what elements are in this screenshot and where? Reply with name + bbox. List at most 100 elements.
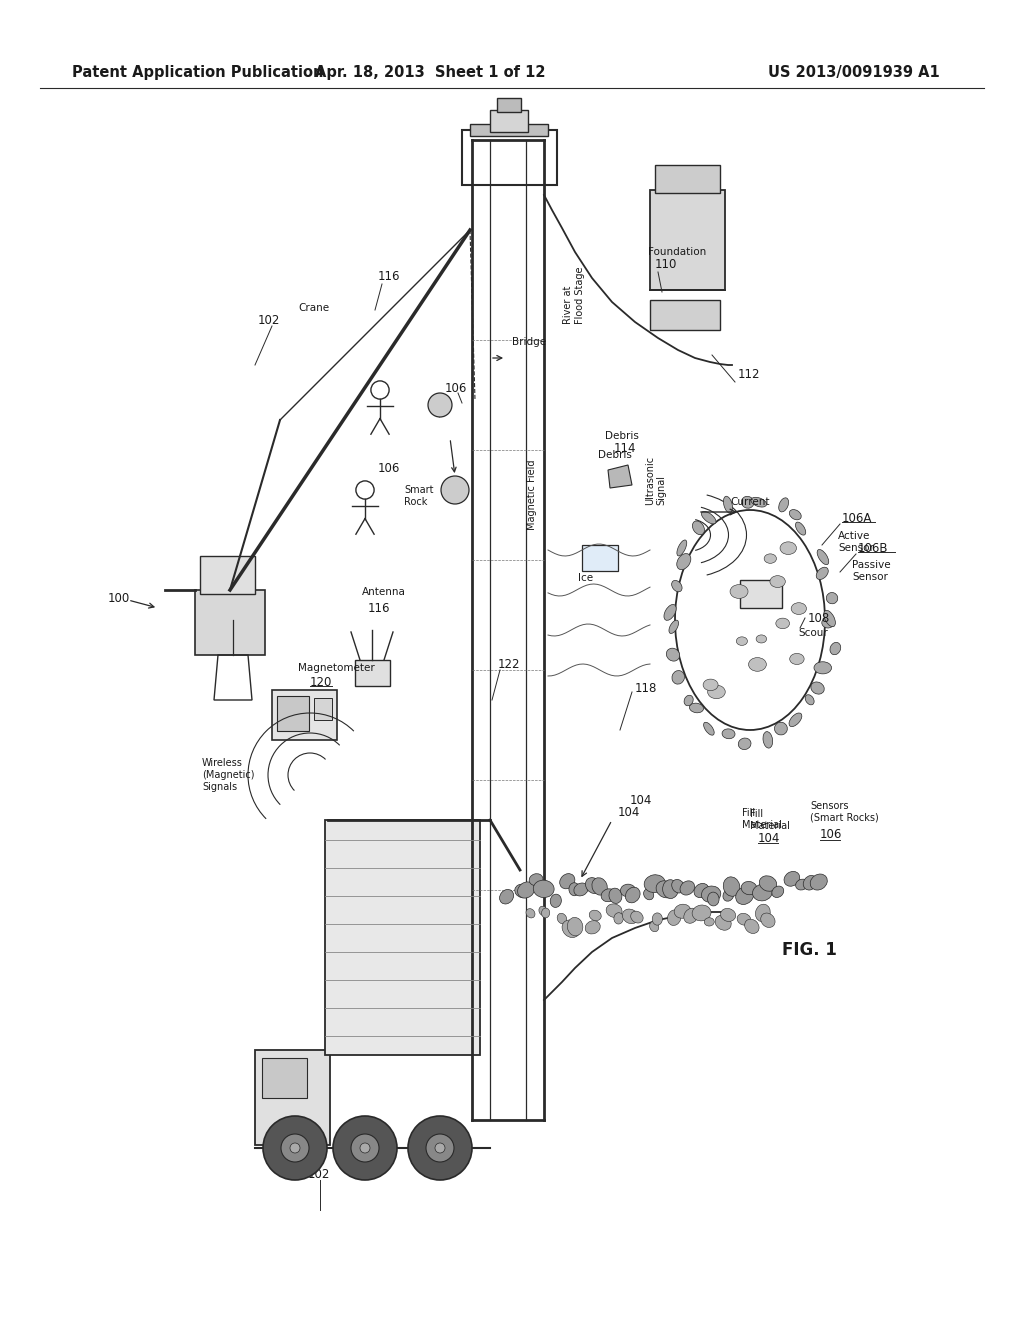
Circle shape	[441, 477, 469, 504]
Ellipse shape	[776, 618, 790, 628]
Ellipse shape	[759, 875, 777, 891]
Ellipse shape	[817, 549, 828, 565]
Text: Sensor: Sensor	[852, 572, 888, 582]
Ellipse shape	[790, 713, 802, 726]
Ellipse shape	[500, 890, 514, 904]
Ellipse shape	[735, 887, 754, 904]
Text: Active: Active	[838, 531, 870, 541]
Ellipse shape	[585, 920, 600, 935]
Text: Wireless
(Magnetic)
Signals: Wireless (Magnetic) Signals	[202, 759, 255, 792]
Ellipse shape	[623, 909, 638, 924]
Ellipse shape	[763, 731, 773, 748]
Ellipse shape	[721, 908, 735, 921]
Text: Fill
Material: Fill Material	[742, 808, 782, 829]
Ellipse shape	[830, 643, 841, 655]
Ellipse shape	[784, 871, 800, 886]
Text: 106: 106	[445, 381, 467, 395]
Ellipse shape	[677, 540, 687, 556]
Text: 118: 118	[635, 681, 657, 694]
Ellipse shape	[701, 511, 716, 524]
Text: 102: 102	[308, 1168, 331, 1181]
Ellipse shape	[644, 875, 666, 892]
Bar	[740, 579, 782, 609]
Circle shape	[428, 393, 452, 417]
Ellipse shape	[761, 913, 775, 928]
Ellipse shape	[778, 498, 788, 512]
Text: 102: 102	[258, 314, 281, 326]
Circle shape	[290, 1143, 300, 1152]
Ellipse shape	[792, 603, 807, 615]
Ellipse shape	[756, 635, 767, 643]
Ellipse shape	[643, 888, 653, 900]
Bar	[650, 300, 720, 330]
Ellipse shape	[684, 696, 693, 706]
Text: 108: 108	[808, 611, 830, 624]
Ellipse shape	[689, 704, 703, 713]
Circle shape	[351, 1134, 379, 1162]
Text: 106: 106	[378, 462, 400, 474]
Ellipse shape	[664, 605, 676, 620]
Ellipse shape	[772, 886, 783, 898]
Text: 104: 104	[618, 805, 640, 818]
Text: 106B: 106B	[858, 541, 889, 554]
Ellipse shape	[649, 921, 658, 932]
Text: 100: 100	[108, 591, 130, 605]
Ellipse shape	[823, 610, 836, 627]
Bar	[497, 98, 521, 112]
Ellipse shape	[542, 908, 550, 917]
Ellipse shape	[770, 576, 785, 587]
Text: 104: 104	[758, 832, 780, 845]
Bar	[582, 545, 618, 572]
Ellipse shape	[738, 738, 751, 750]
Bar	[490, 110, 528, 132]
Ellipse shape	[805, 694, 814, 705]
Bar	[278, 696, 309, 731]
Ellipse shape	[741, 496, 754, 508]
Text: 116: 116	[378, 269, 400, 282]
Ellipse shape	[751, 498, 767, 507]
Ellipse shape	[811, 682, 824, 694]
Ellipse shape	[723, 876, 739, 896]
Ellipse shape	[705, 917, 714, 927]
Ellipse shape	[694, 883, 709, 898]
Text: Antenna: Antenna	[362, 587, 406, 597]
Ellipse shape	[796, 879, 808, 890]
Circle shape	[408, 1115, 472, 1180]
Ellipse shape	[534, 880, 554, 898]
Ellipse shape	[569, 883, 580, 896]
Circle shape	[360, 1143, 370, 1152]
Ellipse shape	[573, 883, 588, 896]
Text: Ultrasonic
Signal: Ultrasonic Signal	[645, 455, 667, 504]
Bar	[325, 820, 480, 1055]
Ellipse shape	[656, 880, 676, 898]
Circle shape	[263, 1115, 327, 1180]
Ellipse shape	[814, 661, 831, 675]
Ellipse shape	[631, 911, 643, 923]
Circle shape	[281, 1134, 309, 1162]
Text: 110: 110	[655, 259, 677, 272]
Ellipse shape	[517, 882, 535, 898]
Ellipse shape	[626, 887, 640, 903]
Ellipse shape	[796, 523, 806, 535]
Text: Ice: Ice	[578, 573, 593, 583]
Text: 112: 112	[738, 368, 761, 381]
Ellipse shape	[674, 904, 691, 919]
Ellipse shape	[701, 886, 721, 903]
Bar	[255, 1049, 330, 1144]
Ellipse shape	[753, 884, 772, 900]
Ellipse shape	[822, 618, 834, 628]
Bar	[195, 590, 265, 655]
Ellipse shape	[764, 554, 776, 564]
Ellipse shape	[592, 878, 607, 895]
Text: US 2013/0091939 A1: US 2013/0091939 A1	[768, 65, 940, 79]
Ellipse shape	[557, 913, 566, 924]
Ellipse shape	[715, 915, 731, 931]
Ellipse shape	[613, 912, 624, 924]
Ellipse shape	[708, 892, 719, 906]
Text: Debris: Debris	[598, 450, 632, 459]
Text: Apr. 18, 2013  Sheet 1 of 12: Apr. 18, 2013 Sheet 1 of 12	[314, 65, 545, 79]
Ellipse shape	[749, 657, 766, 672]
Ellipse shape	[703, 678, 718, 690]
Ellipse shape	[703, 722, 714, 735]
Ellipse shape	[539, 907, 547, 916]
